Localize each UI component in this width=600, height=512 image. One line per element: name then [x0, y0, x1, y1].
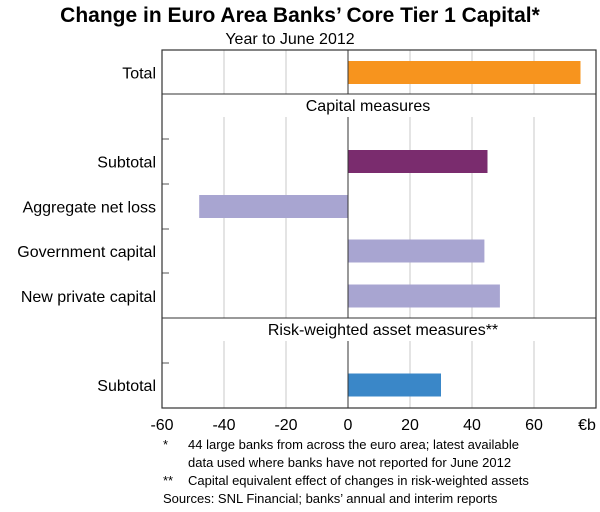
- x-tick-label: 0: [344, 417, 353, 434]
- bar-new-private-capital: [348, 284, 500, 308]
- plot-frame: [161, 49, 597, 409]
- chart-subtitle: Year to June 2012: [225, 31, 354, 48]
- category-label: Aggregate net loss: [23, 200, 156, 217]
- x-tick-label: -40: [212, 417, 235, 434]
- note-mark: **: [163, 473, 173, 488]
- note-mark: *: [163, 437, 168, 452]
- category-label: Total: [122, 66, 156, 83]
- category-label: Subtotal: [97, 378, 156, 395]
- note-text: data used where banks have not reported …: [188, 455, 511, 470]
- note-text: 44 large banks from across the euro area…: [188, 437, 519, 452]
- bar-subtotal: [348, 373, 441, 397]
- bar-aggregate-net-loss: [199, 195, 348, 218]
- x-tick-label: 60: [525, 417, 543, 434]
- panel-heading: Capital measures: [306, 98, 431, 115]
- category-label: Government capital: [17, 244, 156, 261]
- note-text: Sources: SNL Financial; banks’ annual an…: [163, 491, 498, 506]
- category-label: Subtotal: [97, 155, 156, 172]
- bar-subtotal: [348, 150, 488, 173]
- x-tick-label: 40: [463, 417, 481, 434]
- bar-total: [348, 61, 581, 84]
- x-tick-label: 20: [401, 417, 419, 434]
- x-tick-label: €b: [578, 417, 596, 434]
- x-tick-label: -20: [274, 417, 297, 434]
- note-text: Capital equivalent effect of changes in …: [188, 473, 529, 488]
- panel-heading: Risk-weighted asset measures**: [268, 322, 498, 339]
- category-label: New private capital: [21, 289, 156, 306]
- x-tick-label: -60: [150, 417, 173, 434]
- bar-government-capital: [348, 239, 485, 263]
- chart-title: Change in Euro Area Banks’ Core Tier 1 C…: [60, 4, 540, 27]
